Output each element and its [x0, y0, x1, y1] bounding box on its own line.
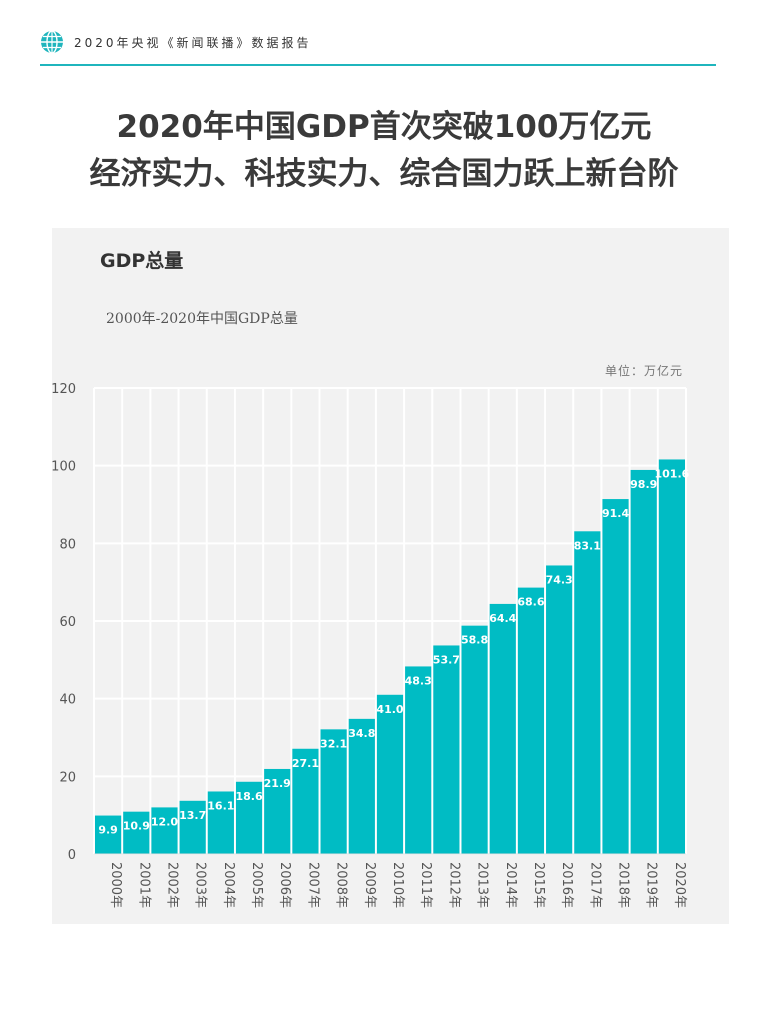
bar [574, 531, 601, 854]
bar [207, 791, 234, 854]
bar-value-label: 41.0 [376, 703, 403, 716]
bar-value-label: 91.4 [602, 507, 629, 520]
x-tick-label: 2018年 [616, 862, 631, 908]
y-tick-label: 100 [52, 460, 76, 475]
title-line-1: 2020年中国GDP首次突破100万亿元 [116, 109, 652, 145]
bar [123, 811, 150, 854]
bar-value-label: 13.7 [179, 809, 206, 822]
bar [658, 459, 685, 854]
bar [264, 768, 291, 854]
x-tick-label: 2015年 [531, 862, 546, 908]
bar-value-label: 68.6 [517, 596, 544, 609]
bar [405, 666, 432, 854]
y-tick-label: 40 [59, 693, 76, 708]
bar [517, 587, 545, 854]
x-tick-label: 2000年 [108, 862, 123, 908]
bar [292, 748, 319, 854]
y-tick-label: 20 [59, 770, 76, 785]
x-tick-label: 2016年 [559, 862, 574, 908]
x-tick-label: 2009年 [362, 862, 377, 908]
bar-value-label: 27.1 [292, 757, 319, 770]
x-tick-label: 2001年 [136, 862, 151, 908]
bar-value-label: 74.3 [546, 573, 573, 586]
bar-value-label: 21.9 [264, 777, 291, 790]
bar-value-label: 32.1 [320, 737, 347, 750]
bar-value-label: 18.6 [235, 790, 262, 803]
bar-value-label: 53.7 [433, 653, 460, 666]
x-tick-label: 2003年 [193, 862, 208, 908]
title-line-2: 经济实力、科技实力、综合国力跃上新台阶 [89, 156, 679, 192]
x-tick-label: 2014年 [503, 862, 518, 908]
bar-value-label: 64.4 [489, 612, 516, 625]
bar [348, 718, 375, 854]
chart-title: GDP总量 [100, 250, 184, 272]
bar-value-label: 34.8 [348, 727, 375, 740]
globe-icon [41, 30, 63, 54]
bar-value-label: 48.3 [405, 674, 432, 687]
bar [630, 469, 657, 854]
x-tick-label: 2013年 [475, 862, 490, 908]
x-tick-label: 2004年 [221, 862, 236, 908]
bar [489, 603, 516, 854]
x-tick-label: 2007年 [305, 862, 320, 908]
report-header: 2020年央视《新闻联播》数据报告 [40, 26, 716, 66]
x-tick-label: 2011年 [418, 862, 433, 908]
bar [546, 565, 573, 854]
bar [433, 645, 460, 854]
bar-value-label: 101.6 [655, 467, 690, 480]
bar-value-label: 83.1 [574, 539, 601, 552]
chart-subtitle: 2000年-2020年中国GDP总量 [106, 311, 298, 327]
x-tick-label: 2008年 [334, 862, 349, 908]
gdp-bar-chart: 0 20 40 60 80 100 120 9.9 2000年 10.9 2001年 12.0 2002… [52, 382, 690, 908]
bar [376, 694, 404, 854]
x-tick-label: 2012年 [446, 862, 461, 908]
bar-value-label: 12.0 [151, 815, 178, 828]
bar-value-label: 9.9 [98, 824, 118, 837]
x-tick-label: 2019年 [644, 862, 659, 908]
x-tick-label: 2002年 [164, 862, 179, 908]
bar [320, 729, 347, 854]
y-tick-label: 120 [52, 382, 76, 397]
header-text: 2020年央视《新闻联播》数据报告 [74, 36, 312, 50]
unit-label: 单位：万亿元 [604, 364, 683, 378]
bar [151, 807, 178, 854]
x-tick-label: 2006年 [277, 862, 292, 908]
bar [602, 499, 629, 854]
chart-panel: GDP总量 2000年-2020年中国GDP总量 单位：万亿元 0 20 40 60 8… [52, 228, 729, 924]
x-tick-label: 2005年 [249, 862, 264, 908]
bar-value-label: 58.8 [461, 634, 488, 647]
bar-value-label: 10.9 [123, 820, 150, 833]
bar [179, 800, 206, 854]
y-tick-label: 80 [59, 537, 76, 552]
bar [461, 625, 488, 854]
bar [235, 781, 263, 854]
bar-value-label: 98.9 [630, 478, 657, 491]
x-tick-label: 2010年 [390, 862, 405, 908]
x-tick-label: 2020年 [672, 862, 687, 908]
y-tick-label: 60 [59, 615, 76, 630]
page-title: 2020年中国GDP首次突破100万亿元 经济实力、科技实力、综合国力跃上新台阶 [0, 104, 768, 198]
bar-value-label: 16.1 [207, 799, 234, 812]
y-tick-label: 0 [68, 848, 76, 863]
bar [95, 815, 122, 854]
x-tick-label: 2017年 [587, 862, 602, 908]
